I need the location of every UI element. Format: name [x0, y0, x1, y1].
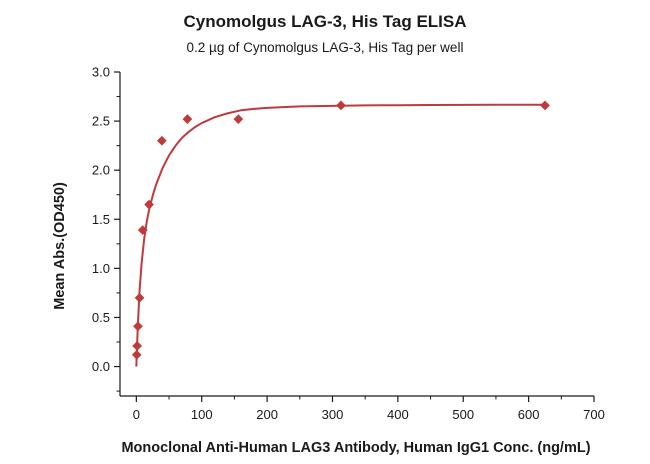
data-point: [132, 321, 143, 332]
y-tick-label: 2.5: [92, 114, 110, 129]
x-tick-label: 400: [387, 407, 409, 422]
data-point: [182, 114, 193, 125]
x-tick-label: 300: [322, 407, 344, 422]
data-point: [132, 340, 143, 351]
fit-curve: [135, 103, 545, 367]
data-points-layer: [131, 100, 550, 360]
ticks: 0.0 0.5 1.0 1.5 2.0 2.5 3.0 0 100 200 300 400 500 600…: [92, 65, 605, 423]
x-tick-label: 200: [256, 407, 278, 422]
x-tick-label: 600: [518, 407, 540, 422]
x-tick-label: 700: [583, 407, 605, 422]
x-tick-label: 100: [191, 407, 213, 422]
data-point: [336, 100, 346, 111]
x-tick-label: 500: [452, 407, 474, 422]
fit-curve-layer: [135, 103, 545, 367]
data-point: [137, 225, 148, 236]
data-point: [131, 349, 142, 360]
chart-subtitle: 0.2 µg of Cynomolgus LAG-3, His Tag per …: [186, 40, 464, 55]
data-point: [144, 199, 155, 210]
chart-title: Cynomolgus LAG-3, His Tag ELISA: [183, 12, 467, 31]
data-point: [156, 135, 167, 146]
data-point: [233, 114, 244, 125]
data-point: [540, 100, 550, 111]
x-axis-label: Monoclonal Anti-Human LAG3 Antibody, Hum…: [121, 440, 590, 456]
data-point: [134, 292, 145, 303]
y-axis-label: Mean Abs.(OD450): [52, 182, 68, 310]
y-tick-label: 1.5: [92, 212, 110, 227]
y-tick-label: 1.0: [92, 261, 110, 276]
y-tick-label: 2.0: [92, 163, 110, 178]
y-tick-label: 0.0: [92, 359, 110, 374]
axes: [119, 72, 594, 397]
y-tick-label: 3.0: [92, 65, 110, 80]
x-tick-label: 0: [133, 407, 140, 422]
y-tick-label: 0.5: [92, 310, 110, 325]
